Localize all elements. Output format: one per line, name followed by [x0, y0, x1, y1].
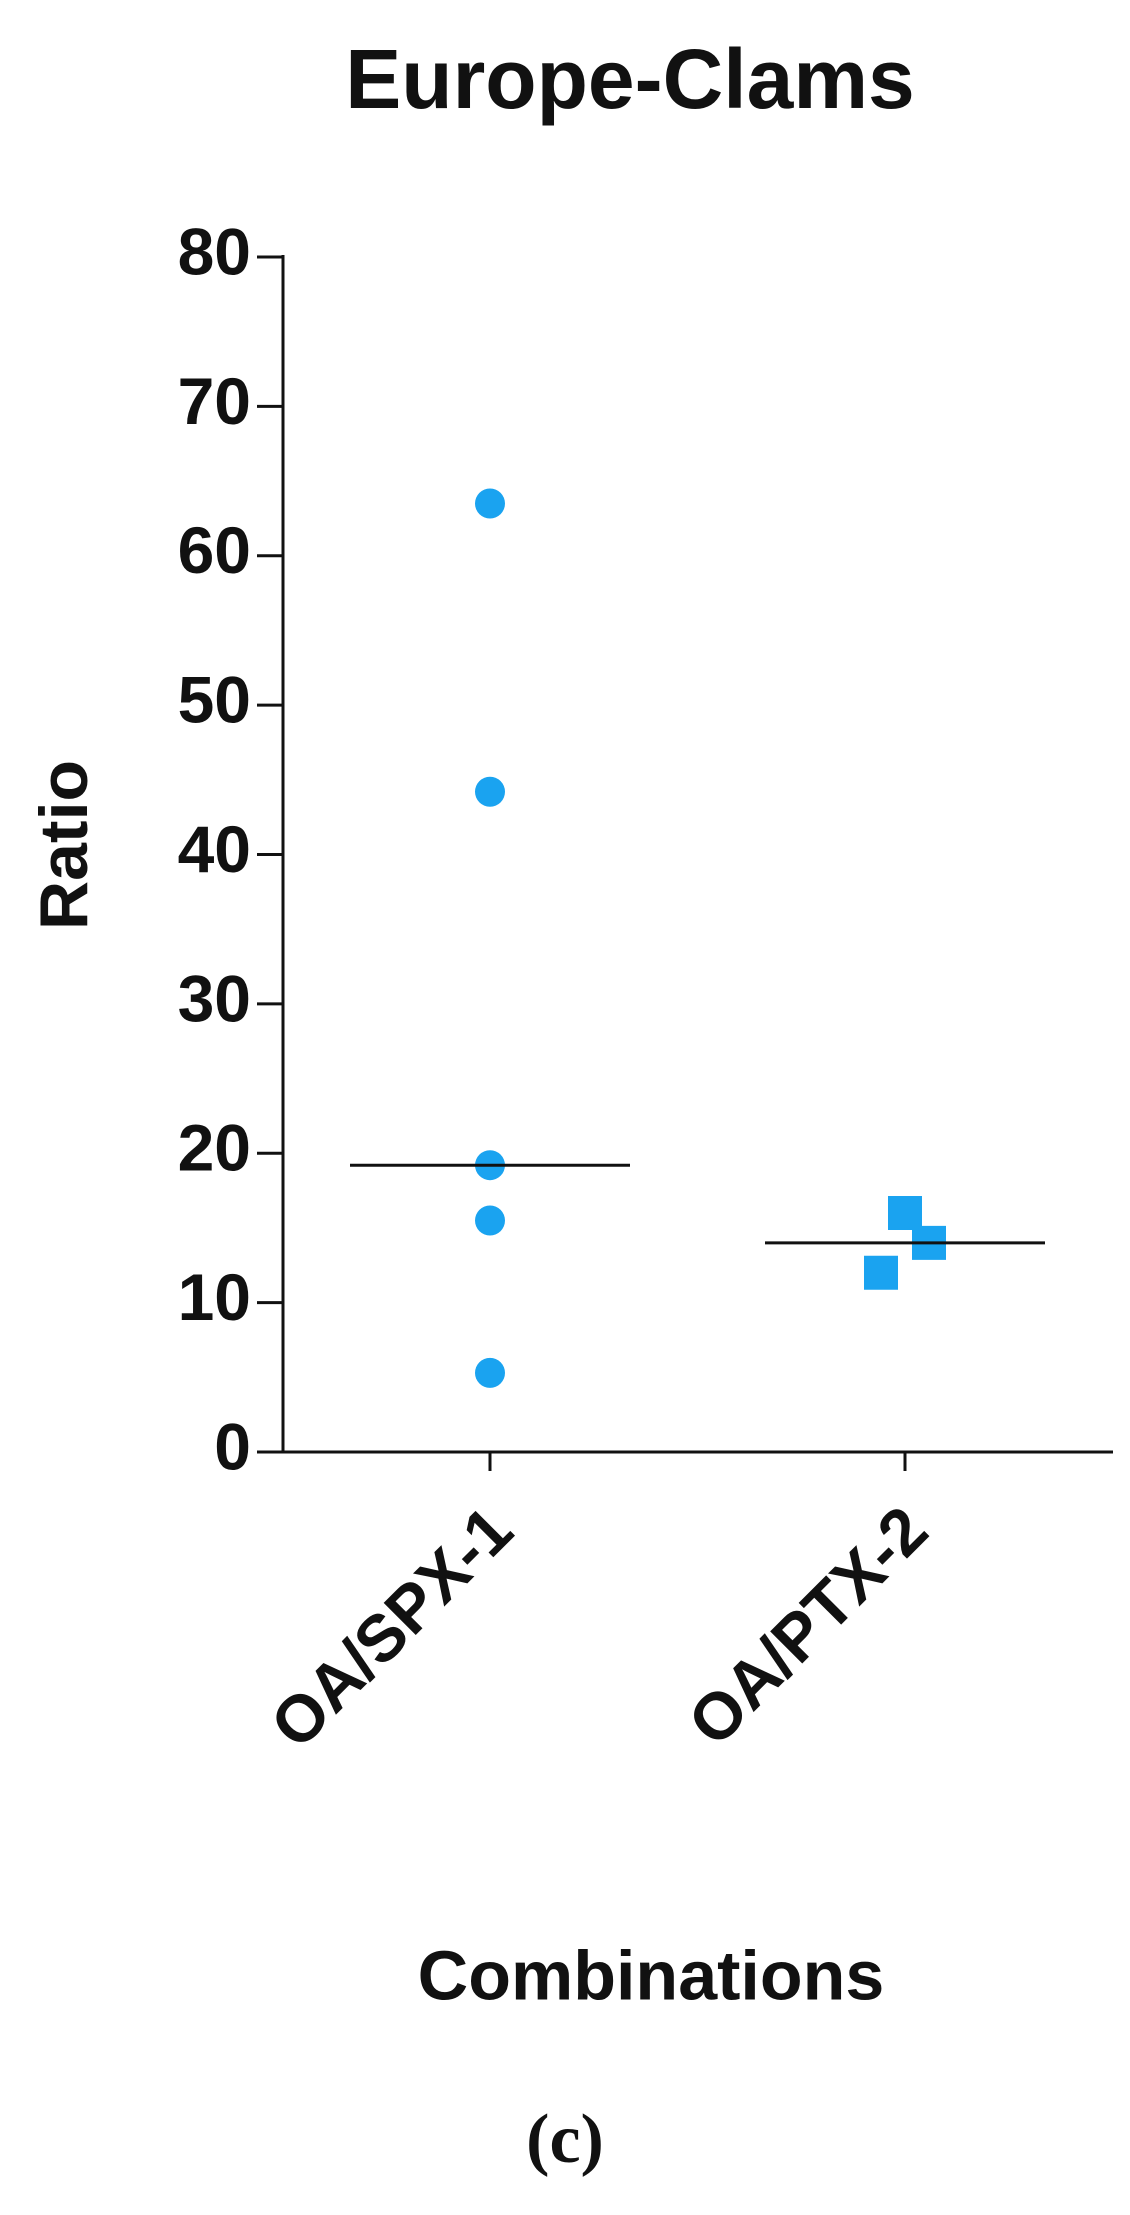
caption: (c) — [526, 2101, 604, 2178]
x-tick-label: OA/SPX-1 — [256, 1492, 526, 1762]
x-axis-label: Combinations — [418, 1936, 885, 2014]
y-tick-label: 40 — [178, 812, 251, 886]
y-tick-label: 60 — [178, 513, 251, 587]
y-tick-label: 0 — [214, 1409, 251, 1483]
data-point — [475, 1357, 505, 1388]
data-point — [475, 1205, 505, 1236]
data-point — [475, 488, 505, 519]
x-tick-label: OA/PTX-2 — [674, 1492, 942, 1760]
y-tick-label: 20 — [178, 1111, 251, 1185]
chart-title: Europe-Clams — [345, 32, 914, 126]
y-tick-label: 80 — [178, 214, 251, 288]
data-point — [888, 1196, 922, 1230]
y-tick-label: 50 — [178, 663, 251, 737]
data-point — [864, 1255, 898, 1290]
y-tick-label: 10 — [178, 1260, 251, 1334]
y-axis-label: Ratio — [26, 760, 102, 930]
data-point — [475, 776, 505, 807]
y-tick-label: 30 — [178, 961, 251, 1035]
y-tick-label: 70 — [178, 364, 251, 438]
